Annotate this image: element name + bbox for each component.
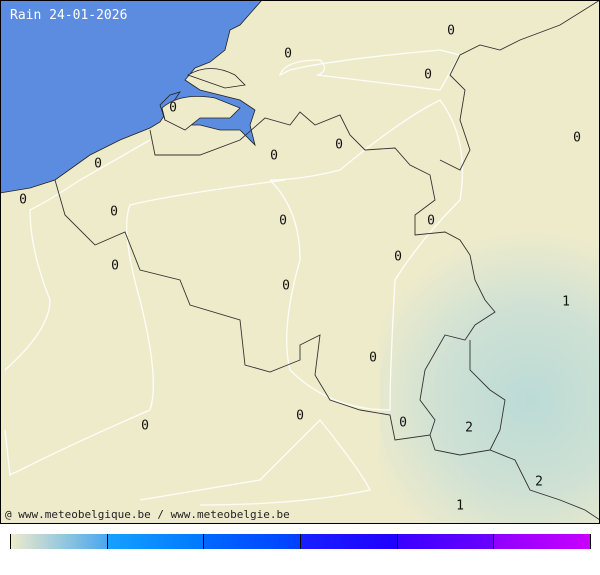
rain-value-label: 0 xyxy=(399,415,407,431)
rain-value-label: 0 xyxy=(169,100,177,116)
map-title: Rain 24-01-2026 xyxy=(10,8,128,23)
rain-value-label: 0 xyxy=(335,137,343,153)
rain-value-label: 1 xyxy=(456,498,464,514)
rain-value-label: 0 xyxy=(447,23,455,39)
rain-value-label: 0 xyxy=(282,278,290,294)
rain-value-label: 0 xyxy=(94,156,102,172)
rain-value-label: 0 xyxy=(111,258,119,274)
color-scale-segment xyxy=(203,534,301,549)
color-scale-segment xyxy=(106,534,204,549)
color-scale-bar xyxy=(10,534,592,549)
rain-value-label: 0 xyxy=(424,67,432,83)
belgium-border xyxy=(54,0,600,521)
rain-value-label: 2 xyxy=(465,420,473,436)
rain-value-label: 0 xyxy=(284,46,292,62)
color-scale-segment xyxy=(396,534,494,549)
rain-area xyxy=(380,230,600,524)
rain-value-label: 0 xyxy=(369,350,377,366)
color-scale-segment xyxy=(493,534,592,549)
rain-value-label: 0 xyxy=(141,418,149,434)
rain-value-label: 0 xyxy=(270,148,278,164)
rain-value-label: 0 xyxy=(427,213,435,229)
color-scale-segment xyxy=(10,534,107,549)
rain-value-label: 1 xyxy=(562,294,570,310)
color-scale-segment xyxy=(300,534,397,549)
rain-value-label: 0 xyxy=(110,204,118,220)
sea xyxy=(0,0,263,194)
rain-value-label: 2 xyxy=(535,474,543,490)
rain-map xyxy=(0,0,600,524)
rain-value-label: 0 xyxy=(279,213,287,229)
rain-value-label: 0 xyxy=(19,192,27,208)
rain-value-label: 0 xyxy=(394,249,402,265)
rain-value-label: 0 xyxy=(296,408,304,424)
credit-text: @ www.meteobelgique.be / www.meteobelgie… xyxy=(5,508,290,521)
rain-value-label: 0 xyxy=(573,130,581,146)
